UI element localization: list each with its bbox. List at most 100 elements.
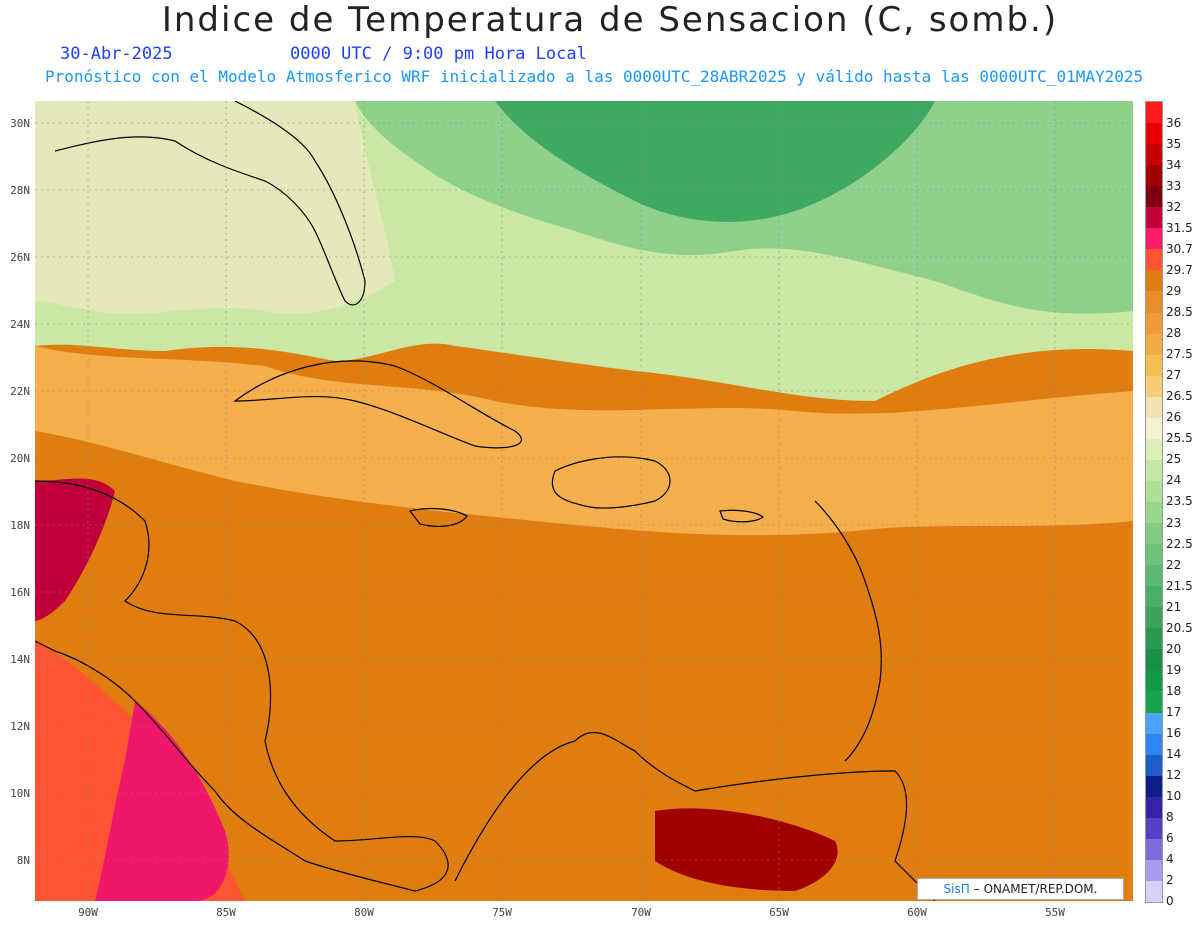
colorbar-label: 10 [1166, 789, 1182, 804]
colorbar-segment [1146, 291, 1162, 314]
colorbar-label: 29.7 [1166, 262, 1193, 277]
colorbar-segment [1146, 186, 1162, 208]
colorbar-label: 27.5 [1166, 347, 1193, 362]
lat-label: 8N [16, 854, 30, 867]
colorbar-segment [1146, 754, 1162, 777]
colorbar-label: 25.5 [1166, 431, 1193, 446]
colorbar-label: 6 [1166, 831, 1174, 846]
colorbar-label: 24 [1166, 473, 1182, 488]
lat-label: 24N [10, 318, 30, 331]
temperature-map [35, 101, 1133, 901]
map-canvas [35, 101, 1133, 901]
colorbar-segment [1146, 417, 1162, 440]
colorbar-label: 28.5 [1166, 305, 1193, 319]
colorbar-segment [1146, 586, 1162, 608]
lon-label: 90W [78, 906, 98, 919]
credit-text: – ONAMET/REP.DOM. [973, 882, 1098, 896]
colorbar-segment [1146, 207, 1162, 229]
colorbar-label: 23 [1166, 515, 1182, 530]
colorbar-label: 21.5 [1166, 578, 1193, 593]
model-info: Pronóstico con el Modelo Atmosferico WRF… [45, 67, 1144, 86]
lat-label: 26N [10, 251, 30, 264]
lat-label: 20N [10, 452, 30, 465]
colorbar-label: 28 [1166, 326, 1182, 341]
colorbar-segment [1146, 796, 1162, 819]
colorbar-label: 19 [1166, 662, 1182, 677]
lat-label: 12N [10, 720, 30, 733]
atlantic-deep-green [495, 101, 935, 222]
colorbar-segment [1146, 249, 1162, 271]
colorbar-segment [1146, 628, 1162, 650]
colorbar-segment [1146, 523, 1162, 545]
central-america-outline [35, 480, 449, 892]
map-title: Indice de Temperatura de Sensacion (C, s… [161, 0, 1059, 40]
colorbar-label: 20 [1166, 641, 1182, 656]
colorbar-label: 36 [1166, 115, 1182, 130]
colorbar-segment [1146, 859, 1162, 882]
colorbar-segment [1146, 459, 1162, 482]
lon-label: 60W [907, 906, 927, 919]
colorbar-segment [1146, 228, 1162, 250]
colorbar-segment [1146, 565, 1162, 587]
jamaica-outline [408, 507, 468, 527]
florida-outline [54, 101, 366, 306]
colorbar-segment [1146, 649, 1162, 671]
lat-label: 10N [10, 787, 30, 800]
colorbar-segment [1146, 712, 1162, 735]
subtropical-band [35, 346, 1133, 536]
colorbar-label: 21 [1166, 599, 1182, 614]
colorbar-segment [1146, 354, 1162, 377]
colorbar-label: 4 [1166, 852, 1174, 867]
lon-label: 85W [216, 906, 236, 919]
pacific-magenta-zone [95, 701, 229, 901]
colorbar-label: 8 [1166, 810, 1174, 825]
forecast-time: 0000 UTC / 9:00 pm Hora Local [290, 44, 587, 64]
gulf-pale-zone [35, 101, 395, 314]
colorbar [1145, 101, 1163, 903]
colorbar-label: 22.5 [1166, 536, 1193, 551]
lat-label: 18N [10, 519, 30, 532]
colorbar-segment [1146, 607, 1162, 629]
colorbar-label: 20.5 [1166, 620, 1193, 635]
colorbar-label: 17 [1166, 705, 1182, 719]
colorbar-segment [1146, 480, 1162, 503]
colorbar-segment [1146, 396, 1162, 419]
colorbar-segment [1146, 375, 1162, 398]
colorbar-segment [1146, 438, 1162, 461]
colorbar-label: 26 [1166, 410, 1182, 425]
colorbar-segment [1146, 733, 1162, 756]
lat-label: 30N [10, 117, 30, 130]
colorbar-segment [1146, 775, 1162, 798]
colorbar-label: 14 [1166, 747, 1182, 762]
hispaniola-outline [551, 456, 671, 509]
colorbar-label: 22 [1166, 557, 1182, 572]
colorbar-segment [1146, 270, 1162, 292]
lat-label: 14N [10, 653, 30, 666]
caribbean-warm-zone [35, 481, 1133, 901]
colorbar-label: 33 [1166, 178, 1182, 193]
lat-label: 22N [10, 385, 30, 398]
lon-label: 55W [1045, 906, 1065, 919]
colorbar-segment [1146, 544, 1162, 566]
colorbar-segment [1146, 670, 1162, 692]
colorbar-label: 26.5 [1166, 389, 1193, 404]
lat-label: 28N [10, 184, 30, 197]
colorbar-label: 2 [1166, 873, 1174, 888]
lon-label: 65W [769, 906, 789, 919]
south-america-outline [454, 731, 936, 901]
colorbar-label: 30.7 [1166, 241, 1193, 256]
colorbar-segment [1146, 691, 1162, 714]
colorbar-label: 31.5 [1166, 220, 1193, 235]
colorbar-label: 35 [1166, 136, 1182, 151]
lon-label: 75W [492, 906, 512, 919]
colorbar-label: 27 [1166, 368, 1182, 383]
colorbar-segment [1146, 880, 1162, 903]
colorbar-segment [1146, 165, 1162, 187]
lon-label: 80W [354, 906, 374, 919]
colorbar-label: 12 [1166, 768, 1182, 783]
colorbar-label: 34 [1166, 157, 1182, 172]
colorbar-segment [1146, 333, 1162, 356]
puerto-rico-outline [719, 509, 765, 523]
colorbar-segment [1146, 144, 1162, 166]
lesser-antilles-outline [814, 500, 882, 762]
